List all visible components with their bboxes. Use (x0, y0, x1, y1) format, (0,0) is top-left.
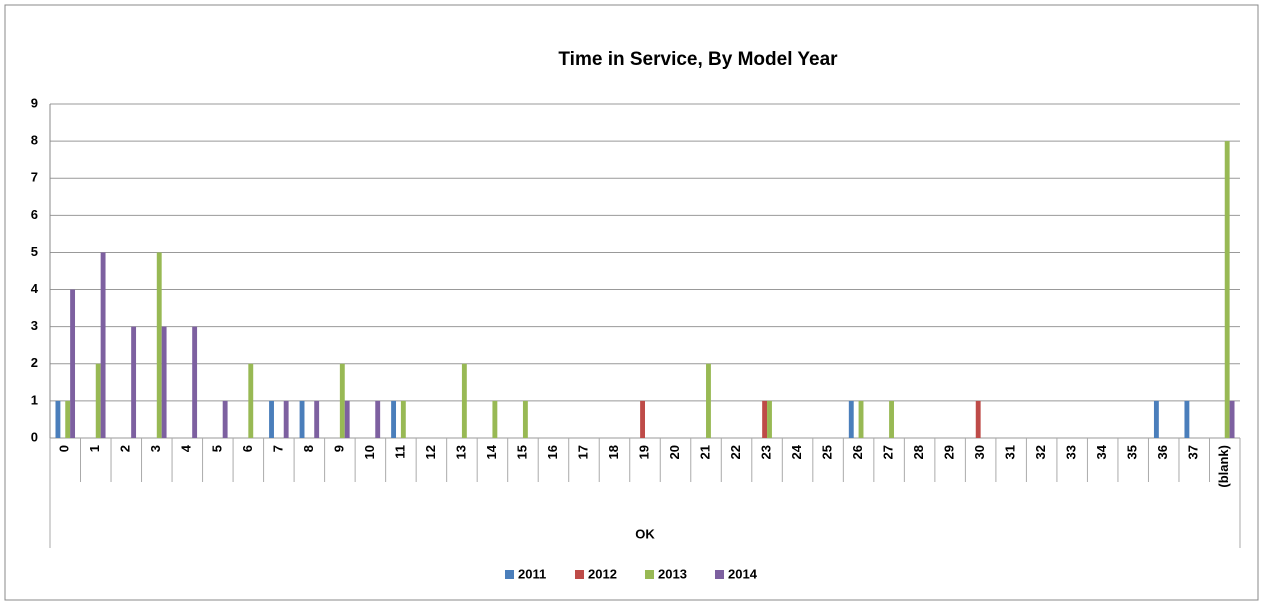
x-tick-label: 20 (667, 445, 682, 459)
x-tick-label: 36 (1155, 445, 1170, 459)
x-tick-label: 15 (514, 445, 529, 459)
x-tick-label: 12 (423, 445, 438, 459)
x-tick-label: 30 (972, 445, 987, 459)
bar (848, 400, 854, 438)
group-label: OK (635, 526, 655, 541)
bar (461, 363, 467, 438)
x-tick-label: 5 (209, 445, 224, 452)
bar (762, 400, 768, 438)
x-tick-label: 1 (87, 445, 102, 452)
y-tick-label: 4 (31, 281, 39, 296)
y-tick-label: 6 (31, 207, 38, 222)
x-tick-label: 3 (148, 445, 163, 452)
legend-swatch (645, 570, 654, 579)
bar (161, 326, 167, 438)
x-tick-label: 16 (545, 445, 560, 459)
bar (65, 400, 71, 438)
bar (767, 400, 772, 438)
legend-label: 2013 (658, 566, 687, 581)
bar (975, 400, 981, 438)
bar (339, 363, 345, 438)
bar (95, 363, 101, 438)
x-tick-label: 21 (697, 445, 712, 459)
y-tick-label: 3 (31, 318, 38, 333)
bar (391, 400, 397, 438)
x-tick-label: 8 (301, 445, 316, 452)
x-tick-label: 18 (606, 445, 621, 459)
x-tick-label: 19 (636, 445, 651, 459)
x-tick-label: 31 (1003, 445, 1018, 459)
y-tick-label: 0 (31, 429, 38, 444)
bar (706, 363, 711, 438)
legend-swatch (715, 570, 724, 579)
bar (248, 363, 254, 438)
bar (100, 252, 106, 438)
bar (283, 400, 289, 438)
legend-swatch (575, 570, 584, 579)
bar (1224, 141, 1230, 438)
y-tick-label: 7 (31, 170, 38, 185)
bar (640, 400, 645, 438)
bar (858, 400, 864, 438)
x-tick-label: 9 (331, 445, 346, 452)
bar (889, 400, 894, 438)
bar (192, 326, 198, 438)
y-tick-label: 8 (31, 133, 38, 148)
x-tick-label: 4 (179, 444, 194, 452)
bar (400, 400, 406, 438)
bar (1153, 400, 1159, 438)
x-tick-label: 13 (453, 445, 468, 459)
x-tick-label: 14 (484, 444, 499, 459)
chart-frame (4, 4, 1259, 601)
x-tick-label: 0 (57, 445, 72, 452)
y-tick-label: 5 (31, 244, 38, 259)
bar (222, 400, 228, 438)
bar (1184, 400, 1190, 438)
x-tick-label: 6 (240, 445, 255, 452)
x-tick-label: 23 (758, 445, 773, 459)
bar (344, 400, 350, 438)
chart-title: Time in Service, By Model Year (558, 49, 838, 70)
x-tick-label: (blank) (1216, 445, 1231, 488)
bar (1229, 400, 1235, 438)
x-tick-label: 28 (911, 445, 926, 459)
bar (269, 400, 274, 438)
x-tick-label: 11 (392, 445, 407, 459)
y-tick-label: 2 (31, 355, 38, 370)
y-tick-label: 9 (31, 95, 38, 110)
x-tick-label: 29 (942, 445, 957, 459)
bar (131, 326, 137, 438)
bar (156, 252, 162, 438)
x-tick-label: 26 (850, 445, 865, 459)
x-tick-label: 34 (1094, 444, 1109, 459)
x-tick-label: 2 (118, 445, 133, 452)
legend-label: 2012 (588, 566, 617, 581)
legend-label: 2011 (518, 566, 546, 581)
x-tick-label: 27 (881, 445, 896, 459)
x-tick-label: 33 (1064, 445, 1079, 459)
bar (70, 289, 76, 438)
legend-swatch (505, 570, 514, 579)
bar (314, 400, 320, 438)
bar (492, 400, 498, 438)
x-tick-label: 35 (1125, 445, 1140, 459)
y-tick-label: 1 (31, 392, 38, 407)
x-tick-label: 10 (362, 445, 377, 459)
x-tick-label: 7 (270, 445, 285, 452)
x-tick-label: 37 (1186, 445, 1201, 459)
bar (55, 400, 61, 438)
x-tick-label: 17 (575, 445, 590, 459)
x-tick-label: 22 (728, 445, 743, 459)
bar (522, 400, 528, 438)
x-tick-label: 24 (789, 444, 804, 459)
legend-label: 2014 (728, 566, 758, 581)
x-tick-label: 25 (820, 445, 835, 459)
bar (375, 400, 381, 438)
bar (299, 400, 305, 438)
x-tick-label: 32 (1033, 445, 1048, 459)
